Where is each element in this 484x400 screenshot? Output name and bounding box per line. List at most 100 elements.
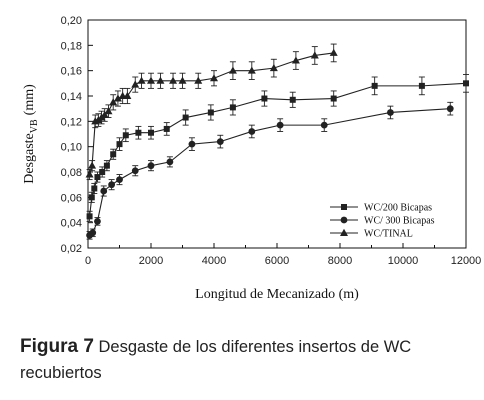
x-tick-label: 0 — [85, 255, 91, 267]
legend-item-3: WC/TINAL — [330, 229, 413, 240]
series-line — [89, 108, 451, 236]
marker-triangle — [291, 56, 300, 64]
x-tick-label: 8000 — [328, 255, 352, 267]
marker-square — [148, 129, 154, 136]
series-layer — [85, 43, 469, 240]
marker-triangle — [137, 76, 146, 84]
legend-label: WC/ 300 Bicapas — [364, 216, 435, 227]
marker-triangle — [147, 76, 155, 84]
x-axis-title: Longitud de Mecanizado (m) — [195, 287, 359, 302]
marker-square — [229, 104, 236, 111]
marker-triangle — [113, 94, 122, 102]
marker-triangle — [109, 98, 118, 106]
x-tick-label: 4000 — [202, 255, 226, 267]
marker-triangle — [247, 66, 256, 74]
marker-circle — [94, 218, 101, 225]
marker-circle — [216, 138, 224, 146]
marker-triangle — [131, 80, 140, 88]
marker-circle — [446, 105, 454, 113]
marker-circle — [100, 187, 108, 195]
y-tick-label: 0,20 — [61, 15, 82, 27]
figure-caption-text: Desgaste de los diferentes insertos de W… — [20, 338, 412, 382]
marker-triangle — [100, 110, 109, 118]
x-tick-label: 10000 — [388, 255, 419, 267]
plot-frame — [87, 19, 467, 249]
marker-triangle — [85, 170, 94, 178]
marker-triangle — [123, 91, 132, 99]
marker-triangle — [310, 51, 319, 59]
figure-label: Figura 7 — [20, 336, 94, 357]
marker-square — [99, 169, 106, 175]
marker-square — [261, 95, 268, 102]
ticks: 0 2000 4000 6000 8000 10000 12000 0,02 0,04 0,06 0… — [61, 15, 482, 267]
marker-square — [103, 162, 110, 169]
legend-label: WC/TINAL — [364, 229, 413, 240]
x-tick-label: 2000 — [139, 255, 163, 267]
y-tick-label: 0,14 — [61, 91, 82, 103]
series-3 — [85, 43, 338, 181]
marker-circle — [320, 121, 328, 129]
marker-circle — [387, 109, 394, 116]
marker-circle — [147, 162, 155, 170]
marker-square — [122, 132, 129, 139]
marker-square — [135, 129, 142, 136]
marker-square — [341, 204, 347, 210]
marker-circle — [248, 128, 256, 135]
marker-triangle — [329, 48, 338, 56]
marker-circle — [188, 140, 196, 148]
marker-square — [91, 185, 98, 192]
marker-square — [116, 141, 123, 148]
marker-square — [182, 114, 189, 121]
figure-caption: Figura 7 Desgaste de los diferentes inse… — [20, 334, 470, 386]
legend-label: WC/200 Bicapas — [364, 203, 432, 214]
marker-triangle — [340, 228, 348, 236]
marker-square — [86, 213, 93, 220]
axis-titles: Longitud de Mecanizado (m) DesgasteVB (mm) — [22, 84, 359, 302]
y-axis-title-sub: VB — [29, 119, 40, 133]
series-1 — [86, 74, 469, 222]
marker-circle — [340, 216, 348, 224]
marker-circle — [116, 176, 123, 184]
y-tick-label: 0,02 — [61, 243, 82, 255]
legend-item-2: WC/ 300 Bicapas — [330, 216, 435, 227]
marker-square — [463, 80, 469, 87]
marker-triangle — [88, 161, 97, 169]
series-2 — [86, 101, 454, 240]
marker-square — [330, 95, 337, 102]
x-tick-label: 6000 — [265, 255, 289, 267]
y-tick-label: 0,16 — [61, 66, 82, 78]
marker-triangle — [228, 66, 237, 74]
legend: WC/200 Bicapas WC/ 300 Bicapas WC/TINAL — [330, 203, 435, 240]
marker-circle — [166, 158, 174, 166]
y-tick-label: 0,10 — [61, 142, 82, 154]
marker-triangle — [178, 76, 187, 84]
axes — [87, 19, 467, 249]
marker-triangle — [104, 107, 113, 115]
y-tick-label: 0,06 — [61, 192, 82, 204]
marker-triangle — [210, 74, 218, 82]
y-tick-label: 0,12 — [61, 116, 82, 128]
y-tick-label: 0,04 — [61, 218, 82, 230]
chart: 0 2000 4000 6000 8000 10000 12000 0,02 0,04 0,06 0… — [22, 15, 482, 302]
marker-square — [289, 96, 296, 103]
marker-circle — [89, 229, 97, 237]
marker-square — [371, 82, 378, 89]
y-axis-title-main: Desgaste — [22, 133, 37, 184]
marker-square — [94, 174, 101, 181]
y-tick-label: 0,18 — [61, 40, 82, 52]
marker-square — [88, 194, 95, 201]
y-axis-title-unit: (mm) — [22, 84, 37, 115]
marker-triangle — [156, 76, 165, 84]
marker-square — [110, 151, 117, 158]
marker-square — [418, 82, 425, 89]
series-line — [89, 82, 467, 217]
marker-circle — [108, 181, 116, 189]
x-tick-label: 12000 — [451, 255, 482, 267]
marker-triangle — [194, 76, 203, 84]
marker-triangle — [269, 63, 278, 72]
legend-item-1: WC/200 Bicapas — [330, 203, 432, 214]
marker-square — [207, 109, 214, 116]
y-axis-title: DesgasteVB (mm) — [22, 84, 40, 184]
marker-square — [163, 125, 170, 132]
marker-triangle — [169, 76, 178, 84]
